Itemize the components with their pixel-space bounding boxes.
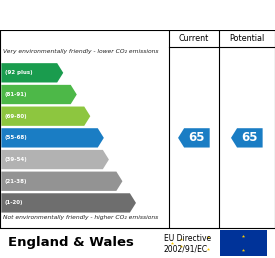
Text: Environmental Impact (CO₂) Rating: Environmental Impact (CO₂) Rating: [28, 10, 247, 20]
Text: (92 plus): (92 plus): [5, 70, 32, 75]
Text: (81-91): (81-91): [5, 92, 27, 97]
Text: F: F: [123, 177, 129, 186]
Polygon shape: [1, 63, 63, 83]
Polygon shape: [1, 150, 109, 169]
Text: Very environmentally friendly - lower CO₂ emissions: Very environmentally friendly - lower CO…: [3, 49, 158, 54]
Text: (69-80): (69-80): [5, 114, 27, 119]
Text: 2002/91/EC: 2002/91/EC: [164, 245, 208, 254]
Text: B: B: [78, 90, 84, 99]
Text: Not environmentally friendly - higher CO₂ emissions: Not environmentally friendly - higher CO…: [3, 215, 158, 220]
Text: (55-68): (55-68): [5, 135, 28, 140]
Polygon shape: [178, 128, 210, 148]
Polygon shape: [1, 172, 122, 191]
FancyBboxPatch shape: [220, 230, 267, 256]
Text: EU Directive: EU Directive: [164, 234, 211, 243]
Text: 65: 65: [188, 131, 205, 144]
Text: C: C: [91, 112, 98, 121]
Text: Potential: Potential: [229, 34, 265, 43]
Text: G: G: [137, 198, 144, 207]
Polygon shape: [1, 128, 104, 148]
Text: E: E: [110, 155, 116, 164]
Text: D: D: [105, 133, 112, 142]
Text: (21-38): (21-38): [5, 179, 27, 184]
Polygon shape: [1, 107, 90, 126]
Text: England & Wales: England & Wales: [8, 236, 134, 249]
Text: 65: 65: [241, 131, 258, 144]
Polygon shape: [1, 85, 77, 104]
Text: A: A: [64, 68, 71, 77]
Text: Current: Current: [179, 34, 209, 43]
Text: (1-20): (1-20): [5, 200, 23, 205]
Polygon shape: [1, 193, 136, 213]
Text: (39-54): (39-54): [5, 157, 28, 162]
Polygon shape: [231, 128, 263, 148]
